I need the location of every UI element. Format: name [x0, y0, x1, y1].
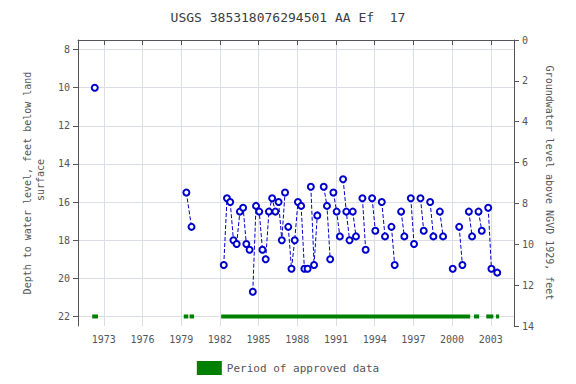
- svg-text:4: 4: [522, 116, 528, 127]
- svg-text:1994: 1994: [363, 334, 387, 345]
- svg-text:22: 22: [58, 311, 70, 322]
- svg-text:USGS 385318076294501 AA Ef 17: USGS 385318076294501 AA Ef 17: [171, 10, 406, 25]
- svg-text:0: 0: [522, 35, 528, 46]
- svg-text:Period of approved data: Period of approved data: [227, 362, 379, 375]
- svg-text:18: 18: [58, 235, 70, 246]
- svg-text:20: 20: [58, 273, 70, 284]
- svg-text:14: 14: [58, 158, 70, 169]
- svg-text:10: 10: [522, 239, 534, 250]
- svg-text:surface: surface: [35, 159, 46, 207]
- svg-text:1979: 1979: [169, 334, 193, 345]
- svg-text:Depth to water level, feet bel: Depth to water level, feet below land: [22, 72, 33, 295]
- svg-text:2: 2: [522, 75, 528, 86]
- svg-text:16: 16: [58, 197, 70, 208]
- svg-text:Groundwater level above NGVD 1: Groundwater level above NGVD 1929, feet: [544, 66, 555, 301]
- svg-text:2000: 2000: [440, 334, 464, 345]
- svg-text:12: 12: [58, 120, 70, 131]
- svg-text:1988: 1988: [285, 334, 309, 345]
- svg-text:8: 8: [522, 198, 528, 209]
- svg-text:1976: 1976: [130, 334, 154, 345]
- svg-text:1991: 1991: [324, 334, 348, 345]
- svg-text:8: 8: [64, 44, 70, 55]
- svg-text:1973: 1973: [92, 334, 116, 345]
- svg-text:1982: 1982: [208, 334, 232, 345]
- svg-text:10: 10: [58, 82, 70, 93]
- svg-text:14: 14: [522, 321, 534, 332]
- svg-text:1985: 1985: [247, 334, 271, 345]
- svg-text:12: 12: [522, 280, 534, 291]
- svg-text:2003: 2003: [479, 334, 503, 345]
- svg-text:6: 6: [522, 157, 528, 168]
- svg-text:1997: 1997: [401, 334, 425, 345]
